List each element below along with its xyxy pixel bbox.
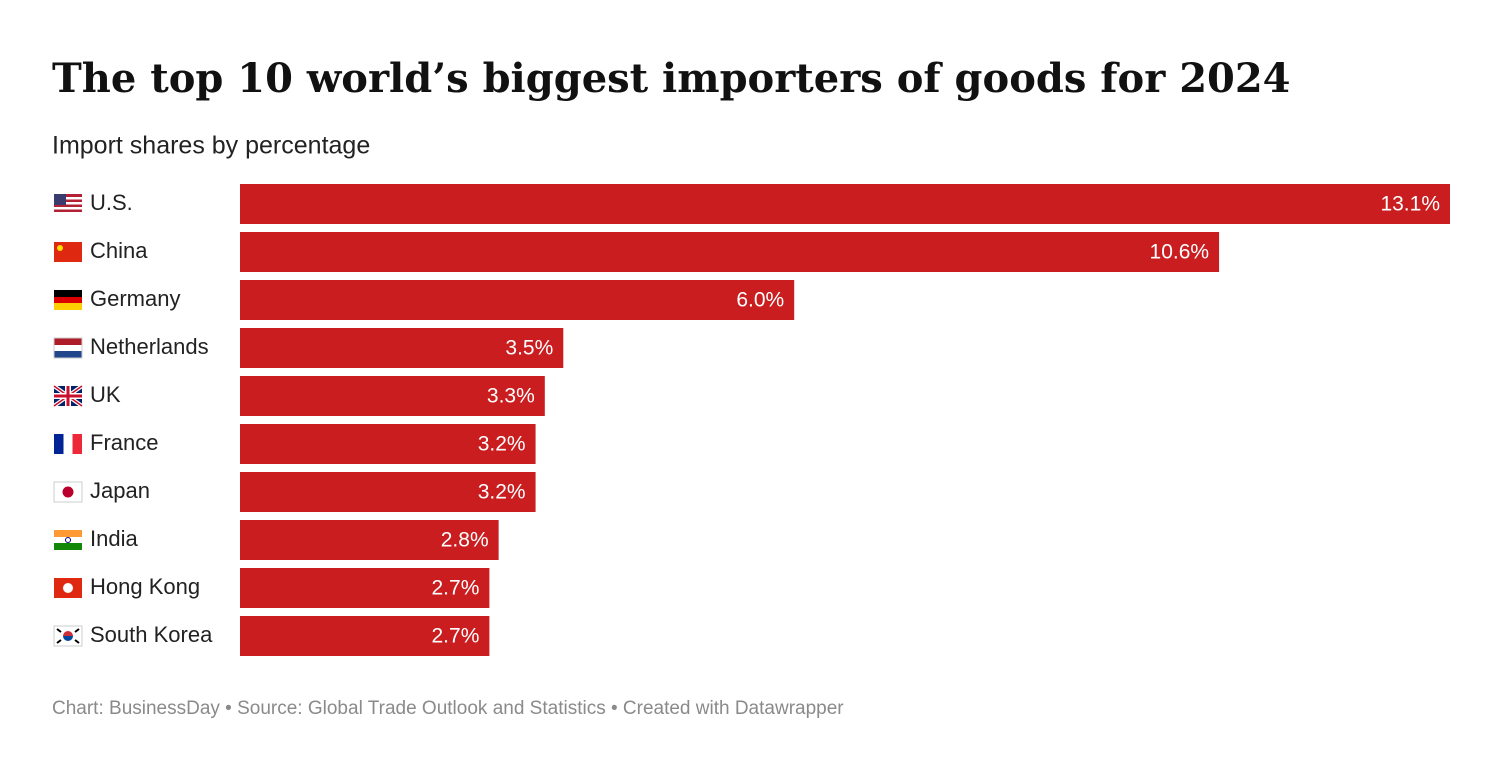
bar [240, 280, 795, 320]
value-label: 3.3% [487, 385, 535, 408]
category-label: Netherlands [90, 334, 209, 359]
chart-title: The top 10 world’s biggest importers of … [52, 55, 1291, 102]
flag [54, 194, 82, 214]
bar [240, 232, 1220, 272]
flag [53, 337, 83, 359]
bar [240, 376, 545, 416]
flag [52, 384, 84, 408]
category-label: France [90, 430, 158, 455]
category-label: U.S. [90, 190, 133, 215]
bar [240, 472, 536, 512]
flag [53, 481, 83, 503]
flags [52, 194, 84, 647]
value-label: 6.0% [736, 289, 784, 312]
value-label: 2.8% [441, 529, 489, 552]
value-label: 10.6% [1150, 241, 1210, 264]
value-label: 3.5% [505, 337, 553, 360]
bar [240, 520, 499, 560]
category-label: Hong Kong [90, 574, 200, 599]
bar [240, 184, 1450, 224]
flag [54, 434, 82, 454]
value-label: 3.2% [478, 481, 526, 504]
flag [54, 578, 82, 598]
chart-subtitle: Import shares by percentage [52, 132, 370, 160]
value-label: 2.7% [432, 625, 480, 648]
category-label: UK [90, 382, 121, 407]
category-label: India [90, 526, 138, 551]
value-label: 13.1% [1380, 193, 1440, 216]
bar [240, 424, 536, 464]
category-label: Japan [90, 478, 150, 503]
flag [54, 242, 82, 262]
chart-footer: Chart: BusinessDay • Source: Global Trad… [52, 698, 844, 719]
value-label: 3.2% [478, 433, 526, 456]
flag [54, 290, 82, 310]
bar [240, 616, 490, 656]
category-label: China [90, 238, 148, 263]
flag [54, 530, 82, 550]
bar [240, 568, 490, 608]
value-label: 2.7% [432, 577, 480, 600]
bar [240, 328, 564, 368]
category-label: Germany [90, 286, 180, 311]
category-label: South Korea [90, 622, 213, 647]
flag [53, 625, 83, 647]
